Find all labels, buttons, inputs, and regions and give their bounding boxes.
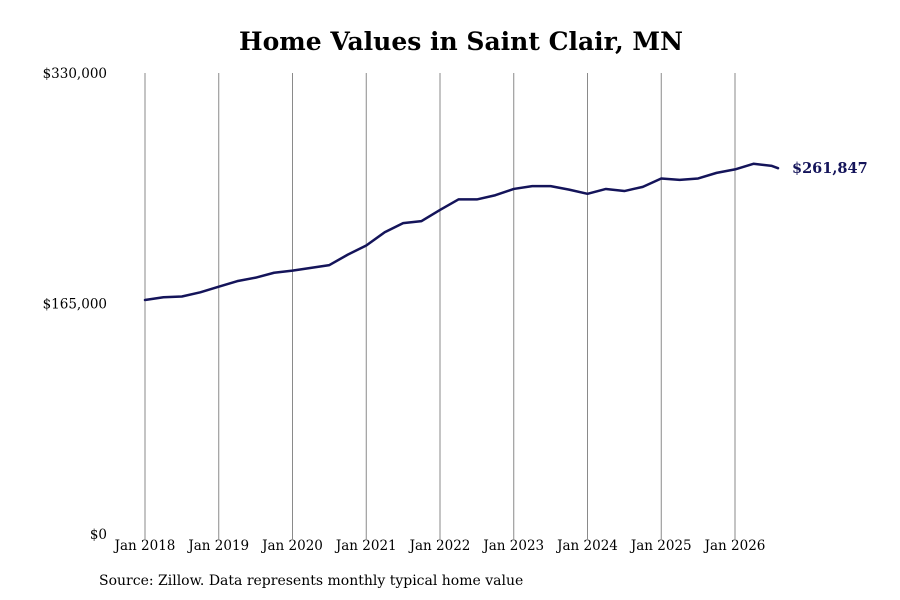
chart-source: Source: Zillow. Data represents monthly … xyxy=(99,573,524,589)
x-tick-label: Jan 2022 xyxy=(408,538,471,554)
x-tick-label: Jan 2023 xyxy=(481,538,544,554)
x-tick-label: Jan 2018 xyxy=(113,538,176,554)
x-tick-label: Jan 2026 xyxy=(703,538,766,554)
y-tick-label: $330,000 xyxy=(43,66,107,82)
end-value-label: $261,847 xyxy=(792,160,868,177)
series-line xyxy=(143,162,780,302)
y-tick-label: $165,000 xyxy=(43,297,107,313)
x-tick-label: Jan 2021 xyxy=(334,538,397,554)
x-tick-label: Jan 2024 xyxy=(555,538,618,554)
x-tick-label: Jan 2025 xyxy=(629,538,692,554)
chart-title: Home Values in Saint Clair, MN xyxy=(239,27,683,56)
x-tick-label: Jan 2019 xyxy=(186,538,249,554)
x-tick-label: Jan 2020 xyxy=(260,538,323,554)
y-tick-label: $0 xyxy=(90,527,107,543)
